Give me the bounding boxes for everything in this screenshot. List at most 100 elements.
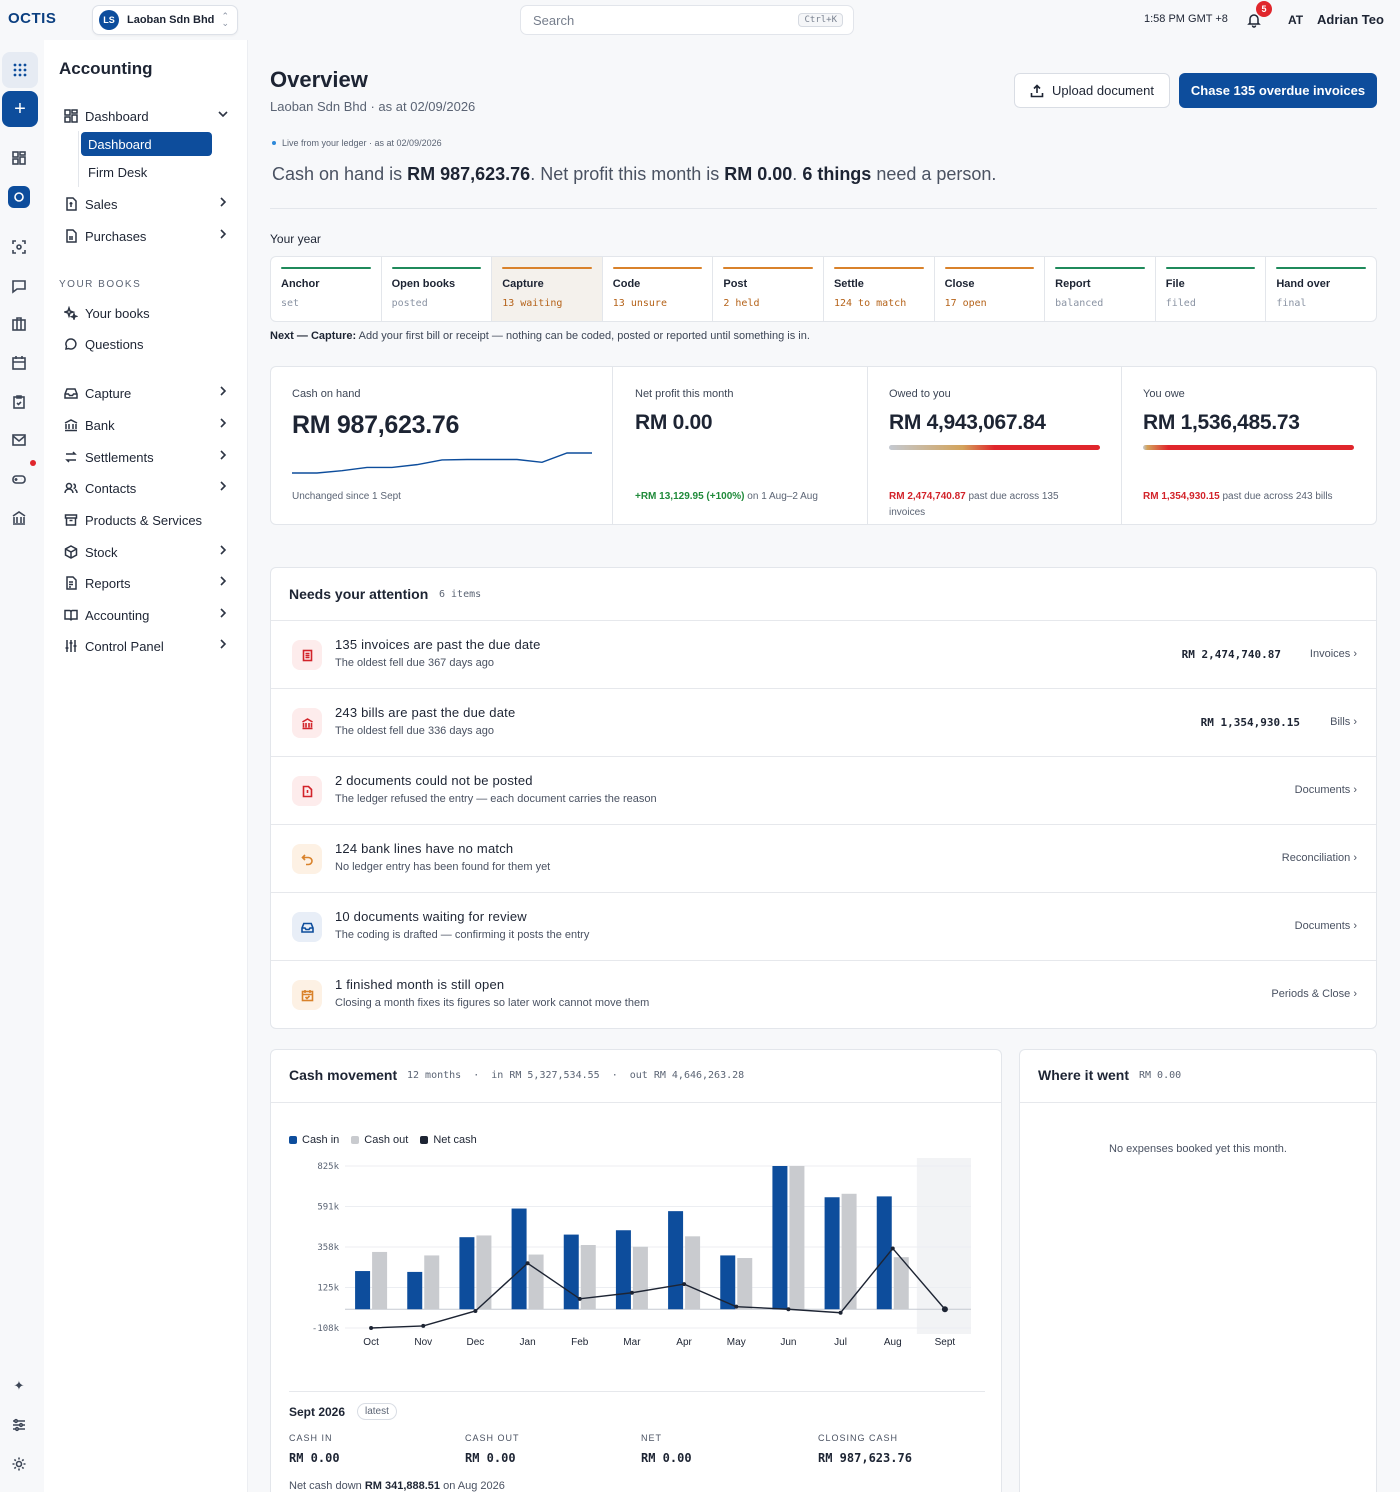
stage-name: Code bbox=[612, 278, 641, 290]
kpi-net-profit[interactable]: Net profit this month RM 0.00 +RM 13,129… bbox=[613, 367, 867, 524]
kpi-you-owe[interactable]: You owe RM 1,536,485.73 RM 1,354,930.15 … bbox=[1122, 367, 1376, 524]
attention-row-link[interactable]: Reconciliation › bbox=[1281, 852, 1357, 864]
app-logo[interactable]: OCTIS bbox=[8, 10, 56, 27]
sliders-vertical-icon bbox=[64, 639, 78, 653]
y-tick-label: 591k bbox=[317, 1203, 339, 1213]
sidebar-item-reports[interactable]: Reports bbox=[64, 571, 229, 595]
legend-net-cash[interactable]: Net cash bbox=[420, 1134, 477, 1146]
net-cash-point bbox=[577, 1296, 582, 1301]
stage-status: balanced bbox=[1055, 298, 1104, 309]
sidebar-item-bank[interactable]: Bank bbox=[64, 413, 229, 437]
attention-row[interactable]: 135 invoices are past the due date The ol… bbox=[271, 620, 1376, 688]
bell-icon[interactable] bbox=[1246, 12, 1262, 28]
button-label: Upload document bbox=[1052, 83, 1154, 98]
net-cash-point bbox=[941, 1306, 948, 1313]
sidebar-subitem-dashboard[interactable]: Dashboard bbox=[81, 132, 212, 156]
upload-document-button[interactable]: Upload document bbox=[1014, 73, 1170, 108]
attention-row-title: 124 bank lines have no match bbox=[335, 841, 514, 856]
kpi-cash-on-hand[interactable]: Cash on hand RM 987,623.76 Unchanged sin… bbox=[271, 367, 612, 524]
stage-settle[interactable]: Settle 124 to match bbox=[824, 257, 935, 321]
sparkle-icon[interactable]: ✦ bbox=[13, 1378, 25, 1393]
stage-anchor[interactable]: Anchor set bbox=[271, 257, 382, 321]
kpi-owed-to-you[interactable]: Owed to you RM 4,943,067.84 RM 2,474,740… bbox=[868, 367, 1121, 524]
kpi-note: +RM 13,129.95 (+100%) on 1 Aug–2 Aug bbox=[635, 491, 818, 502]
sidebar-item-stock[interactable]: Stock bbox=[64, 540, 229, 564]
stage-close[interactable]: Close 17 open bbox=[935, 257, 1046, 321]
legend-cash-out[interactable]: Cash out bbox=[351, 1134, 408, 1146]
gear-icon[interactable] bbox=[9, 1454, 29, 1474]
attention-row-link[interactable]: Bills › bbox=[1330, 716, 1357, 728]
sidebar-item-contacts[interactable]: Contacts bbox=[64, 476, 229, 500]
sidebar-subitem-firm-desk[interactable]: Firm Desk bbox=[88, 165, 148, 180]
sliders-icon[interactable] bbox=[9, 1415, 29, 1435]
sidebar-item-label: Your books bbox=[85, 305, 150, 321]
stage-name: Capture bbox=[502, 278, 544, 290]
kpi-label: Net profit this month bbox=[635, 388, 734, 400]
attention-row[interactable]: 10 documents waiting for review The codin… bbox=[271, 892, 1376, 960]
sidebar-item-settlements[interactable]: Settlements bbox=[64, 445, 229, 469]
sidebar-item-questions[interactable]: Questions bbox=[64, 332, 229, 356]
stage-code[interactable]: Code 13 unsure bbox=[603, 257, 714, 321]
page-subtitle: Laoban Sdn Bhd · as at 02/09/2026 bbox=[270, 99, 476, 114]
octis-app-icon[interactable] bbox=[8, 186, 30, 208]
scan-icon[interactable] bbox=[9, 237, 29, 257]
dashboard-icon[interactable] bbox=[9, 148, 29, 168]
mail-icon[interactable] bbox=[9, 430, 29, 450]
highlight-column bbox=[916, 1158, 971, 1334]
attention-row[interactable]: 124 bank lines have no match No ledger en… bbox=[271, 824, 1376, 892]
stage-name: Close bbox=[944, 278, 975, 290]
sidebar-item-purchases[interactable]: Purchases bbox=[64, 224, 229, 248]
stage-bar bbox=[1055, 267, 1145, 269]
stage-post[interactable]: Post 2 held bbox=[713, 257, 824, 321]
chase-overdue-invoices-button[interactable]: Chase 135 overdue invoices bbox=[1179, 73, 1377, 108]
gamepad-icon[interactable] bbox=[9, 469, 29, 489]
upload-icon bbox=[1030, 83, 1044, 97]
sidebar-item-products[interactable]: Products & Services bbox=[64, 508, 229, 532]
sparkles-icon bbox=[64, 306, 78, 320]
chevron-right-icon bbox=[217, 449, 229, 461]
sidebar-item-accounting[interactable]: Accounting bbox=[64, 603, 229, 627]
attention-row[interactable]: 243 bills are past the due date The oldes… bbox=[271, 688, 1376, 756]
user-name[interactable]: Adrian Teo bbox=[1317, 12, 1384, 27]
stage-bar bbox=[502, 267, 592, 269]
legend-cash-in[interactable]: Cash in bbox=[289, 1134, 339, 1146]
stage-file[interactable]: File filed bbox=[1156, 257, 1267, 321]
chat-icon[interactable] bbox=[9, 276, 29, 296]
add-icon[interactable]: + bbox=[2, 91, 38, 127]
stage-hand-over[interactable]: Hand over final bbox=[1266, 257, 1376, 321]
attention-row[interactable]: 1 finished month is still open Closing a … bbox=[271, 960, 1376, 1028]
sidebar-item-sales[interactable]: Sales bbox=[64, 192, 229, 216]
invoice-icon bbox=[292, 640, 322, 670]
calendar-icon[interactable] bbox=[9, 353, 29, 373]
package-icon bbox=[64, 513, 78, 527]
stage-report[interactable]: Report balanced bbox=[1045, 257, 1156, 321]
y-tick-label: -108k bbox=[312, 1324, 340, 1334]
user-initials[interactable]: AT bbox=[1288, 13, 1304, 27]
sidebar-item-dashboard[interactable]: Dashboard bbox=[64, 104, 229, 128]
stage-name: File bbox=[1165, 278, 1185, 290]
clipboard-icon[interactable] bbox=[9, 392, 29, 412]
attention-row-link[interactable]: Periods & Close › bbox=[1271, 988, 1357, 1000]
company-switcher[interactable]: LS Laoban Sdn Bhd ⌃ ⌄ bbox=[92, 5, 238, 35]
sidebar-item-your-books[interactable]: Your books bbox=[64, 301, 229, 325]
sidebar-item-control-panel[interactable]: Control Panel bbox=[64, 634, 229, 658]
next-step-hint: Next — Capture: Add your first bill or r… bbox=[270, 330, 810, 342]
attention-row-link[interactable]: Invoices › bbox=[1309, 648, 1357, 660]
attention-row[interactable]: 2 documents could not be posted The ledge… bbox=[271, 756, 1376, 824]
stage-bar bbox=[1165, 267, 1256, 269]
search-input[interactable]: Search Ctrl+K bbox=[520, 5, 854, 35]
sidebar-item-capture[interactable]: Capture bbox=[64, 381, 229, 405]
stage-open-books[interactable]: Open books posted bbox=[382, 257, 493, 321]
search-placeholder: Search bbox=[533, 12, 575, 28]
stage-capture[interactable]: Capture 13 waiting bbox=[492, 257, 603, 321]
apps-grid-icon[interactable] bbox=[2, 52, 38, 88]
briefcase-icon[interactable] bbox=[9, 314, 29, 334]
undo-arrow-icon bbox=[292, 844, 322, 874]
bank-icon[interactable] bbox=[9, 508, 29, 528]
stage-bar bbox=[723, 267, 813, 269]
sidebar-section-label: YOUR BOOKS bbox=[59, 279, 142, 290]
attention-row-link[interactable]: Documents › bbox=[1294, 784, 1357, 796]
stage-status: set bbox=[281, 298, 300, 309]
attention-row-link[interactable]: Documents › bbox=[1294, 920, 1357, 932]
stage-name: Post bbox=[723, 278, 748, 290]
